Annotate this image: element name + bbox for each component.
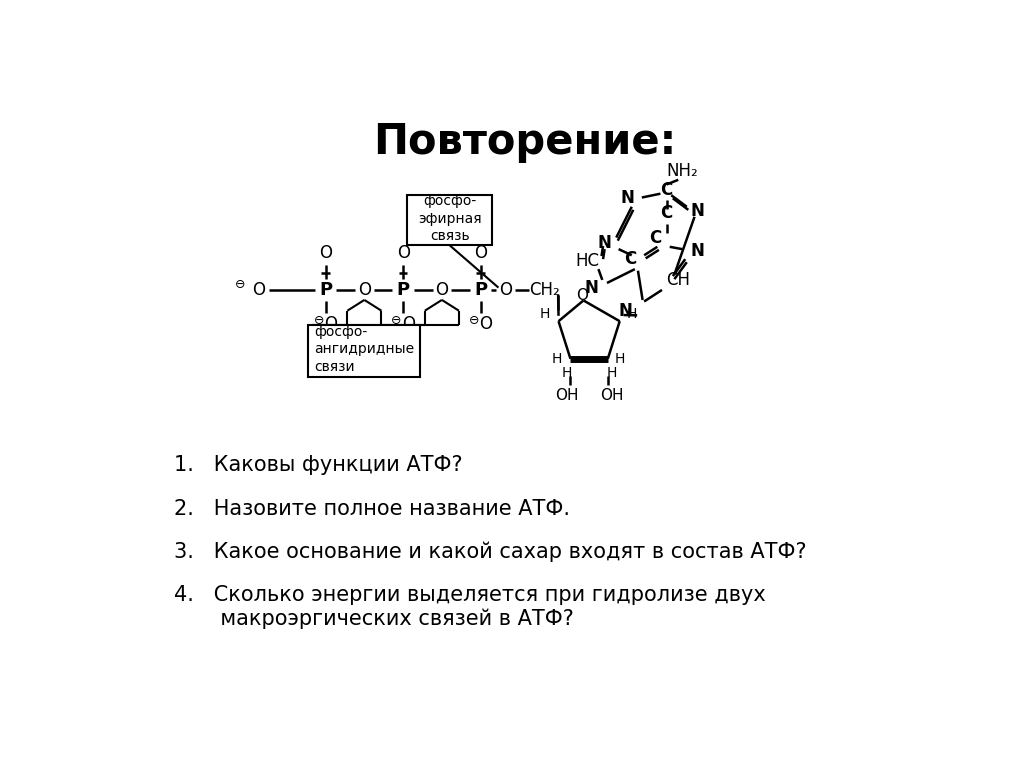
Text: O: O xyxy=(474,244,487,262)
Text: O: O xyxy=(319,244,332,262)
Text: ⊖: ⊖ xyxy=(468,314,479,328)
Text: N: N xyxy=(585,279,598,298)
Text: CH: CH xyxy=(667,271,690,289)
FancyBboxPatch shape xyxy=(407,196,493,245)
Text: N: N xyxy=(621,189,635,206)
Text: 4.   Сколько энергии выделяется при гидролизе двух
       макроэргических связей: 4. Сколько энергии выделяется при гидрол… xyxy=(174,585,766,629)
Text: H: H xyxy=(627,307,637,321)
Text: P: P xyxy=(396,281,410,299)
Text: P: P xyxy=(319,281,332,299)
Text: H: H xyxy=(561,366,571,380)
Text: O: O xyxy=(435,281,449,299)
Text: H: H xyxy=(615,352,626,366)
Text: ⊖: ⊖ xyxy=(236,278,246,291)
Text: O: O xyxy=(499,281,512,299)
Text: ⊖: ⊖ xyxy=(313,314,324,328)
Text: O: O xyxy=(252,281,264,299)
Text: H: H xyxy=(606,366,616,380)
Text: O: O xyxy=(402,314,415,333)
Text: N: N xyxy=(598,234,611,252)
Text: 2.   Назовите полное название АТФ.: 2. Назовите полное название АТФ. xyxy=(174,499,570,518)
Text: N: N xyxy=(690,242,705,260)
Text: O: O xyxy=(396,244,410,262)
Text: 3.   Какое основание и какой сахар входят в состав АТФ?: 3. Какое основание и какой сахар входят … xyxy=(174,542,807,562)
Text: ⊖: ⊖ xyxy=(391,314,401,328)
Text: O: O xyxy=(479,314,493,333)
Text: O: O xyxy=(357,281,371,299)
Text: C: C xyxy=(624,250,636,268)
Text: H: H xyxy=(540,307,550,321)
Text: CH₂: CH₂ xyxy=(528,281,559,299)
Text: N: N xyxy=(618,301,633,320)
Text: HC: HC xyxy=(575,252,600,270)
Text: C: C xyxy=(660,181,673,199)
Text: Повторение:: Повторение: xyxy=(373,120,677,163)
Text: O: O xyxy=(325,314,338,333)
FancyBboxPatch shape xyxy=(308,324,420,377)
Text: NH₂: NH₂ xyxy=(667,162,698,179)
Text: C: C xyxy=(649,229,662,247)
Text: фосфо-
ангидридные
связи: фосфо- ангидридные связи xyxy=(314,325,414,374)
Text: OH: OH xyxy=(555,388,579,403)
Text: H: H xyxy=(551,352,562,366)
Text: P: P xyxy=(474,281,487,299)
Text: 1.   Каковы функции АТФ?: 1. Каковы функции АТФ? xyxy=(174,456,463,476)
Text: O: O xyxy=(575,288,588,303)
Text: OH: OH xyxy=(600,388,624,403)
Text: N: N xyxy=(690,202,705,219)
Text: C: C xyxy=(660,204,673,222)
Text: фосфо-
эфирная
связь: фосфо- эфирная связь xyxy=(418,194,481,243)
